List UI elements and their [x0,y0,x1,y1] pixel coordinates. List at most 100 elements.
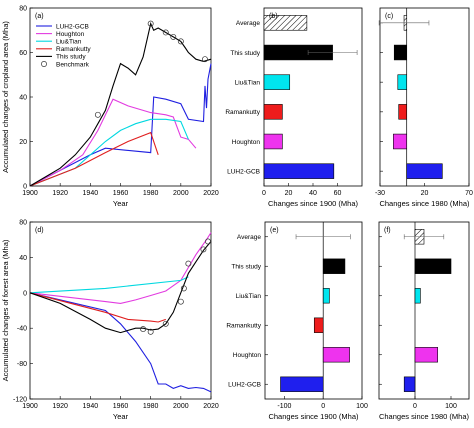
x-axis-label: Changes since 1980 (Mha) [379,412,470,421]
x-tick-label: 1980 [143,190,159,197]
x-axis-label: Year [113,412,129,421]
bar-luh2-gcb [406,163,443,179]
y-tick-label: 40 [19,95,27,102]
bar-average [263,15,308,31]
panel-label: (a) [35,13,44,20]
benchmark-point [170,33,177,40]
x-tick-label: -100 [277,403,291,410]
benchmark-point [147,328,154,335]
bar-liu-tian [414,288,421,304]
x-tick-label: 2020 [203,190,219,197]
x-tick-label: 1920 [52,403,68,410]
bar-luh2-gcb [280,376,324,392]
series-line-liu-tian [29,118,189,187]
x-tick-label: 0 [321,403,325,410]
x-tick-label: 100 [445,403,457,410]
x-axis-label: Changes since 1900 (Mha) [268,412,359,421]
series-line-luh2-gcb [29,63,212,187]
y-tick-label: 80 [19,220,27,227]
bar-this-study [393,44,407,61]
panel-label: (c) [385,13,393,20]
benchmark-point [200,246,207,253]
x-tick-label: 60 [334,190,342,197]
panel-label: (b) [269,13,278,20]
x-tick-label: 0 [262,190,266,197]
x-tick-label: 2000 [173,403,189,410]
legend-label: This study [56,54,86,61]
category-label: LUH2-GCB [228,382,261,389]
category-label: Houghton [232,139,261,146]
bar-this-study [322,258,346,274]
benchmark-point [94,111,101,118]
bar-houghton [322,347,350,363]
y-tick-label: 40 [19,255,27,262]
y-tick-label: 20 [19,139,27,146]
x-tick-label: 1960 [113,403,129,410]
x-tick-label: 1960 [113,190,129,197]
legend-benchmark-marker [41,61,47,67]
category-label: This study [230,50,260,57]
x-tick-label: 70 [465,190,473,197]
category-label: Liu&Tian [236,293,262,300]
category-label: Average [236,20,260,27]
benchmark-point [205,238,211,245]
plot-frame-c [379,7,470,187]
benchmark-point [177,38,184,45]
y-tick-label: -120 [13,397,27,404]
category-label: Ramankutty [226,323,261,330]
benchmark-point [147,20,154,27]
category-label: Houghton [233,352,262,359]
x-axis-label: Year [113,199,129,208]
benchmark-point [177,298,184,305]
series-line-this-study [29,241,212,334]
series-line-houghton [29,232,212,304]
category-label: Liu&Tian [235,79,261,86]
series-line-houghton [29,98,197,187]
panel-label: (e) [270,227,279,234]
benchmark-point [185,260,192,267]
x-axis-label: Changes since 1900 (Mha) [268,199,359,208]
y-tick-label: 0 [23,290,27,297]
benchmark-point [140,326,147,333]
x-tick-label: 1940 [83,190,99,197]
plot-frame-e [264,221,363,400]
plot-frame-f [378,221,470,400]
legend-label: Houghton [56,31,85,38]
category-label: This study [231,264,261,271]
series-line-ramankutty [29,292,166,323]
series-line-luh2-gcb [29,292,212,393]
y-tick-label: 80 [19,6,27,13]
x-tick-label: 2020 [203,403,219,410]
chart-layer: 1900 1920 1940 1960 1980 2000 2020020406080Yea… [1,6,473,422]
bar-liu-tian [322,288,330,304]
category-label: Average [237,234,261,241]
bar-liu-tian [397,74,407,90]
bar-houghton [414,347,438,363]
benchmark-point [202,56,208,63]
panel-label: (f) [384,227,391,234]
y-tick-label: 60 [19,50,27,57]
series-line-ramankutty [29,131,159,187]
bar-ramankutty [263,104,283,120]
x-tick-label: -30 [375,190,385,197]
legend-label: Ramankutty [56,46,91,53]
legend-label: Liu&Tian [56,39,82,46]
panel-label: (d) [35,227,44,234]
bar-luh2-gcb [403,376,416,392]
x-tick-label: 100 [356,403,368,410]
bar-houghton [393,133,408,150]
plot-frame-b [263,7,363,187]
category-label: Ramankutty [225,109,260,116]
x-tick-label: 20 [285,190,293,197]
bar-ramankutty [398,104,408,120]
benchmark-point [180,285,187,292]
y-axis-label: Accumulated changes of forest area (Mha) [1,239,10,381]
y-tick-label: -80 [17,361,27,368]
x-axis-label: Changes since 1980 (Mha) [379,199,470,208]
x-tick-label: 1980 [143,403,159,410]
x-tick-label: 20 [421,190,429,197]
x-tick-label: 1920 [52,190,68,197]
bar-this-study [414,258,452,274]
bar-houghton [263,133,283,150]
